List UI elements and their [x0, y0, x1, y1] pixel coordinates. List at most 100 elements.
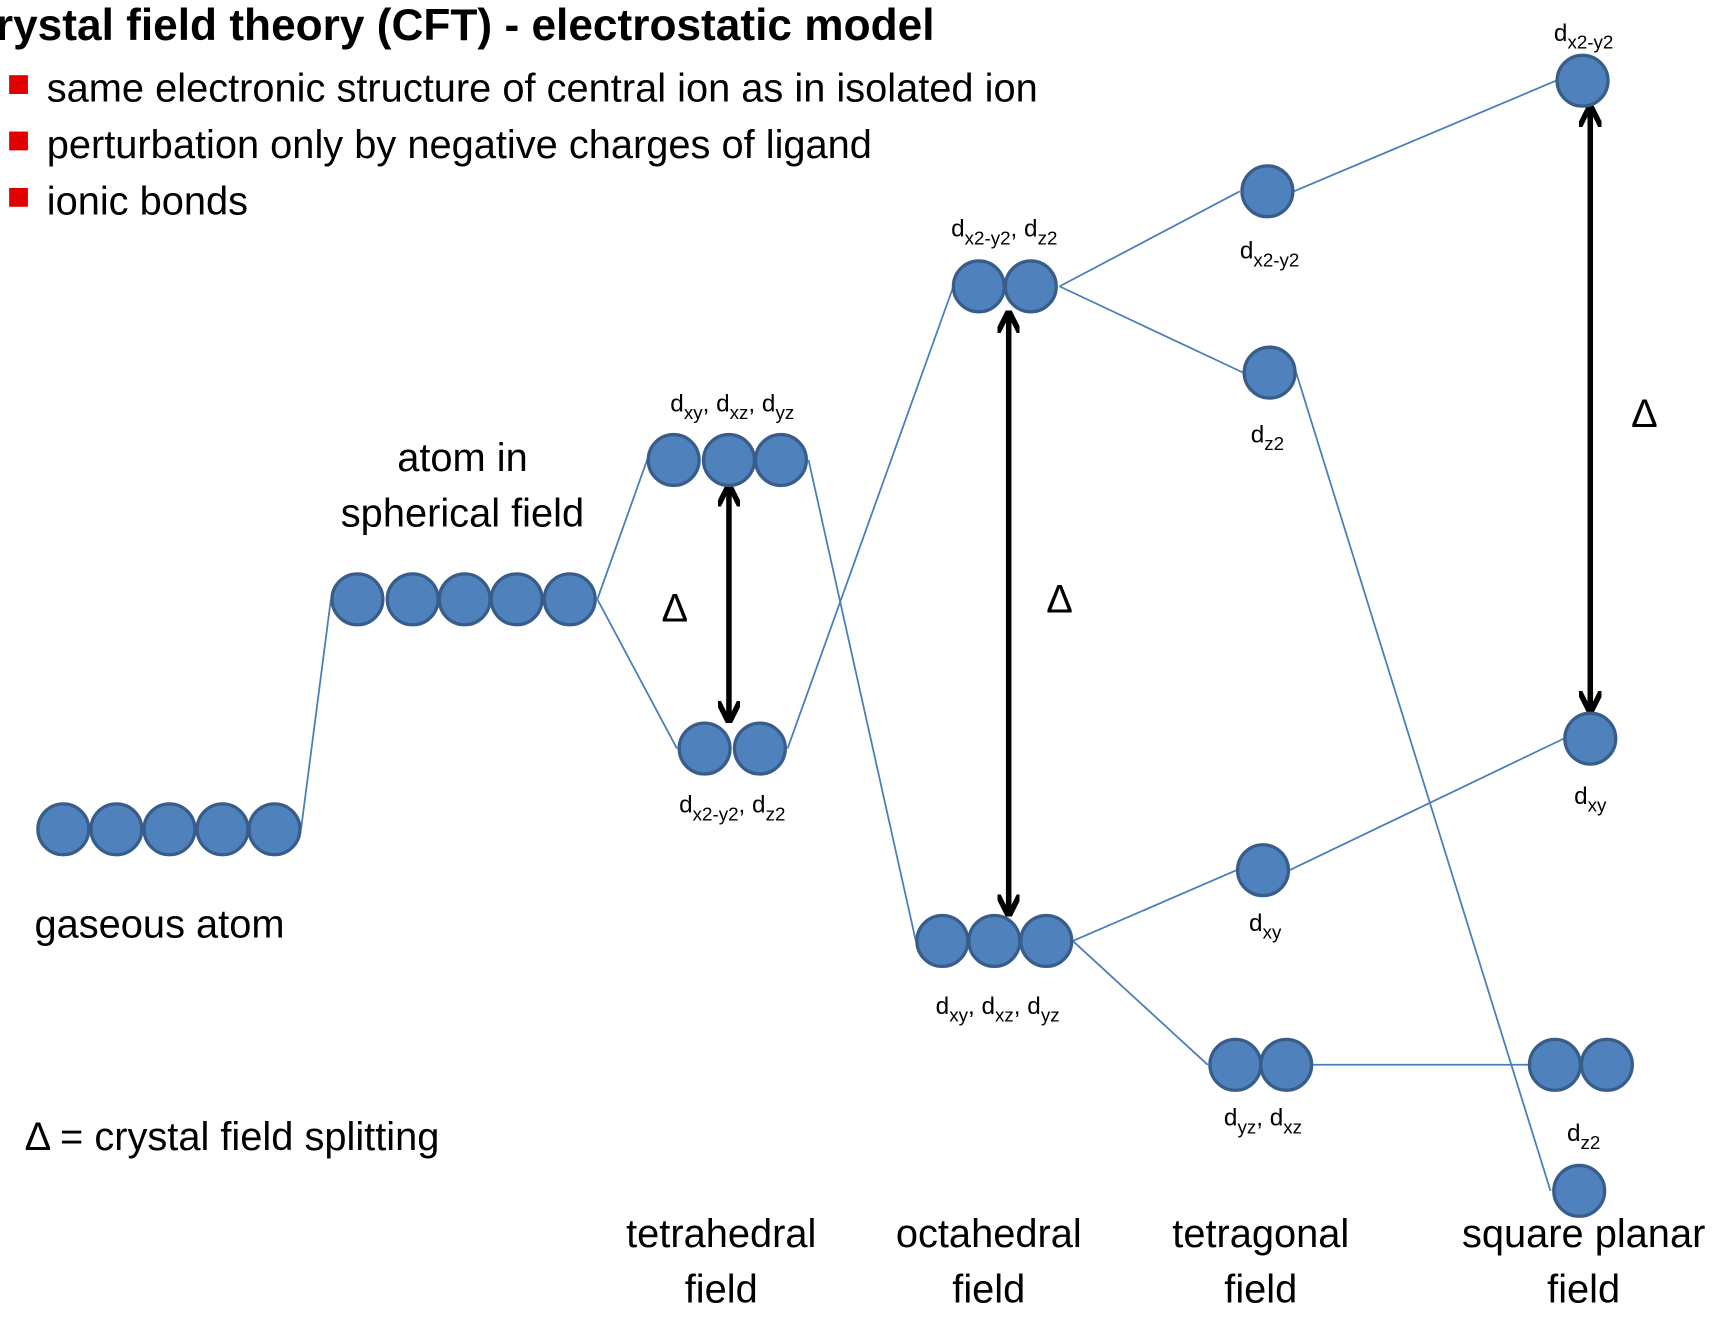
- label-sub: z2: [1038, 227, 1058, 248]
- orbitals: [36, 53, 1634, 1218]
- label-base: d: [1224, 1105, 1238, 1132]
- bullet-marker: [9, 131, 28, 151]
- title: rystal field theory (CFT) - electrostati…: [0, 1, 934, 50]
- bullet-text: perturbation only by negative charges of…: [47, 123, 872, 167]
- label-base: d: [1567, 1120, 1581, 1147]
- label-sub: x2-y2: [1567, 32, 1613, 53]
- delta-label: Δ: [661, 586, 688, 630]
- orbital: [1242, 345, 1297, 400]
- label-sub: x2-y2: [1253, 249, 1299, 270]
- orbital: [195, 802, 250, 857]
- field-name: gaseous atom: [35, 903, 285, 947]
- orbital: [542, 572, 597, 627]
- label-base: , d: [748, 390, 775, 417]
- orbital: [967, 913, 1022, 969]
- bullet-text: ionic bonds: [47, 180, 248, 224]
- field-name: square planar: [1462, 1212, 1705, 1256]
- label-base: d: [679, 792, 693, 819]
- orbital: [1527, 1037, 1582, 1092]
- orbital: [951, 259, 1006, 314]
- field-name: octahedral: [896, 1212, 1082, 1256]
- bullet-marker: [9, 75, 28, 94]
- label-sub: xy: [949, 1005, 968, 1026]
- label-base: d: [951, 216, 965, 243]
- orbital: [915, 913, 970, 969]
- orbital: [36, 802, 91, 857]
- legend: Δ = crystal field splitting: [25, 1115, 440, 1159]
- orbital: [1259, 1037, 1314, 1092]
- field-name: atom in: [397, 436, 528, 480]
- label-base: , d: [739, 792, 766, 819]
- field-name: field: [952, 1268, 1025, 1312]
- orbital: [1019, 913, 1074, 969]
- field-name: tetrahedral: [626, 1212, 816, 1256]
- orbital: [1563, 711, 1618, 766]
- label-sub: yz: [1237, 1116, 1256, 1137]
- orbital-label: dx2-y2, dz2: [951, 216, 1057, 249]
- label-sub: x2-y2: [965, 227, 1011, 248]
- label-base: , d: [1014, 993, 1041, 1020]
- orbital: [489, 572, 544, 627]
- orbital: [330, 572, 385, 627]
- delta-label: Δ: [1631, 392, 1658, 436]
- label-base: , d: [703, 390, 730, 417]
- label-sub: xz: [1283, 1116, 1302, 1137]
- label-sub: x2-y2: [693, 803, 739, 824]
- orbital: [732, 721, 787, 776]
- connectors: [300, 79, 1565, 1192]
- orbital: [1235, 843, 1291, 898]
- splitting-arrows: [729, 109, 1590, 912]
- orbital: [1555, 53, 1610, 108]
- field-name: tetragonal: [1172, 1212, 1349, 1256]
- label-base: d: [1240, 238, 1254, 265]
- orbital: [753, 432, 809, 488]
- label-base: d: [936, 993, 950, 1020]
- label-sub: z2: [1264, 433, 1284, 454]
- label-base: d: [1249, 910, 1263, 937]
- label-base: d: [670, 390, 684, 417]
- label-base: , d: [968, 993, 995, 1020]
- orbital-label: dxy: [1249, 910, 1282, 943]
- field-name: field: [1224, 1268, 1297, 1312]
- orbital: [677, 721, 732, 776]
- label-sub: xy: [1588, 795, 1607, 816]
- label-sub: xz: [730, 402, 749, 423]
- label-sub: yz: [775, 402, 794, 423]
- orbital-label: dxy, dxz, dyz: [936, 993, 1060, 1026]
- label-base: , d: [1011, 216, 1038, 243]
- label-sub: xy: [1263, 922, 1282, 943]
- orbital: [1552, 1163, 1607, 1218]
- orbital-label: dyz, dxz: [1224, 1105, 1302, 1138]
- orbital: [385, 572, 440, 627]
- delta-label: Δ: [1046, 578, 1073, 622]
- label-sub: z2: [766, 803, 786, 824]
- bullet-text: same electronic structure of central ion…: [47, 67, 1038, 111]
- orbital-label: dz2: [1567, 1120, 1600, 1153]
- orbital: [646, 432, 701, 488]
- field-name: spherical field: [341, 491, 584, 535]
- label-base: d: [1574, 783, 1588, 810]
- field-name: field: [685, 1268, 758, 1312]
- orbital: [247, 802, 302, 857]
- orbital-label: dxy: [1574, 783, 1607, 816]
- orbital-label: dx2-y2: [1554, 20, 1613, 53]
- label-base: d: [1251, 421, 1265, 448]
- bullet-marker: [9, 187, 28, 207]
- orbital: [437, 572, 492, 627]
- orbital: [1579, 1037, 1634, 1092]
- field-name: field: [1547, 1268, 1620, 1312]
- label-base: , d: [1256, 1105, 1283, 1132]
- orbital: [89, 802, 144, 857]
- label-sub: xz: [995, 1005, 1014, 1026]
- label-sub: yz: [1041, 1005, 1060, 1026]
- label-sub: xy: [684, 402, 703, 423]
- orbital: [701, 432, 757, 488]
- orbital: [1003, 259, 1058, 314]
- label-base: d: [1554, 20, 1568, 47]
- label-sub: z2: [1580, 1132, 1600, 1153]
- orbital-label: dx2-y2, dz2: [679, 792, 785, 825]
- orbital-label: dx2-y2: [1240, 238, 1299, 271]
- orbital-label: dxy, dxz, dyz: [670, 390, 794, 423]
- orbital: [1240, 164, 1295, 219]
